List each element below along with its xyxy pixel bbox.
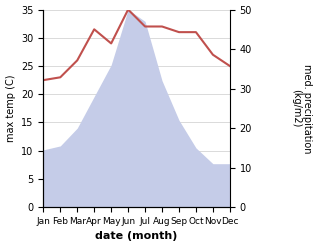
X-axis label: date (month): date (month): [95, 231, 178, 242]
Y-axis label: max temp (C): max temp (C): [5, 75, 16, 142]
Y-axis label: med. precipitation
(kg/m2): med. precipitation (kg/m2): [291, 64, 313, 153]
